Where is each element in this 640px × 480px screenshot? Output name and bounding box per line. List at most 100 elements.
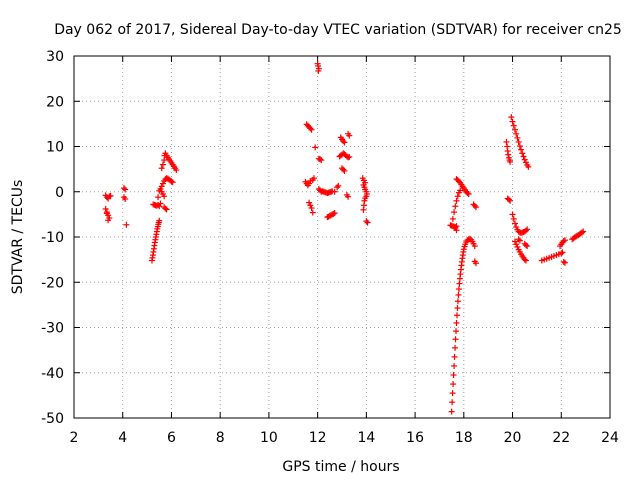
- x-tick-label: 2: [70, 430, 79, 446]
- x-tick-label: 12: [309, 430, 327, 446]
- data-point: [360, 206, 367, 213]
- data-point: [156, 217, 163, 224]
- data-point: [560, 258, 567, 265]
- data-point: [123, 221, 130, 228]
- data-point: [122, 186, 129, 193]
- data-point: [511, 126, 518, 133]
- x-axis-label: GPS time / hours: [282, 459, 399, 475]
- grid-lines: [74, 56, 610, 418]
- data-point: [308, 126, 315, 133]
- data-point: [341, 139, 348, 146]
- data-point: [455, 178, 462, 185]
- data-point: [450, 381, 457, 388]
- data-point: [161, 193, 168, 200]
- data-point: [513, 241, 520, 248]
- data-point: [454, 193, 461, 200]
- data-point: [331, 210, 338, 217]
- data-point: [520, 153, 527, 160]
- data-point: [522, 257, 529, 264]
- y-tick-label: -10: [41, 230, 64, 246]
- data-point: [122, 195, 129, 202]
- data-point: [505, 151, 512, 158]
- data-point: [508, 114, 515, 121]
- data-point: [331, 188, 338, 195]
- data-point: [345, 193, 352, 200]
- data-point: [449, 215, 456, 222]
- data-point: [454, 298, 461, 305]
- y-tick-label: -50: [41, 411, 64, 427]
- data-point: [309, 209, 316, 216]
- data-point: [448, 408, 455, 415]
- x-tick-label: 20: [504, 430, 522, 446]
- y-tick-label: 20: [46, 94, 64, 110]
- data-point: [515, 138, 522, 145]
- data-point: [308, 205, 315, 212]
- data-point: [521, 156, 528, 163]
- data-point: [453, 312, 460, 319]
- data-point: [156, 203, 163, 210]
- data-point: [318, 157, 325, 164]
- data-point: [453, 227, 460, 234]
- data-point: [559, 249, 566, 256]
- y-tick-labels: -50 -40 -30 -20 -10 0 10 20 30: [41, 49, 64, 427]
- x-tick-label: 4: [118, 430, 127, 446]
- data-point: [450, 372, 457, 379]
- data-point: [315, 67, 322, 74]
- data-point: [511, 238, 518, 245]
- data-point: [163, 206, 170, 213]
- data-point: [558, 250, 565, 257]
- data-point: [346, 153, 353, 160]
- y-tick-label: 30: [46, 49, 64, 65]
- data-point: [451, 209, 458, 216]
- data-point: [157, 200, 164, 207]
- data-point: [173, 167, 180, 174]
- data-point: [169, 179, 176, 186]
- data-point: [103, 210, 110, 217]
- data-point: [503, 138, 510, 145]
- data-point: [522, 159, 529, 166]
- data-point: [155, 194, 162, 201]
- data-point: [510, 215, 517, 222]
- chart-title: Day 062 of 2017, Sidereal Day-to-day VTE…: [54, 22, 622, 38]
- data-point: [335, 182, 342, 189]
- data-points: [102, 60, 587, 415]
- y-tick-label: 0: [55, 185, 64, 201]
- data-point: [452, 344, 459, 351]
- data-point: [105, 217, 112, 224]
- x-tick-label: 14: [357, 430, 375, 446]
- data-point: [516, 143, 523, 150]
- data-point: [452, 203, 459, 210]
- data-point: [307, 202, 314, 209]
- data-point: [560, 238, 567, 245]
- data-point: [511, 220, 518, 227]
- data-point: [451, 362, 458, 369]
- data-point: [312, 144, 319, 151]
- x-tick-label: 24: [601, 430, 619, 446]
- data-point: [157, 186, 164, 193]
- data-point: [522, 242, 529, 249]
- data-point: [341, 167, 348, 174]
- data-point: [453, 197, 460, 204]
- data-point: [107, 192, 114, 199]
- data-point: [524, 226, 531, 233]
- data-point: [363, 218, 370, 225]
- y-tick-label: -30: [41, 321, 64, 337]
- x-tick-label: 16: [406, 430, 424, 446]
- data-point: [522, 227, 529, 234]
- data-point: [465, 191, 472, 198]
- data-point: [449, 390, 456, 397]
- x-tick-label: 8: [216, 430, 225, 446]
- data-point: [514, 134, 521, 141]
- data-point: [473, 260, 479, 267]
- data-point: [505, 196, 512, 203]
- data-point: [515, 236, 522, 243]
- data-point: [509, 211, 516, 218]
- data-point: [168, 178, 175, 185]
- data-point: [340, 166, 347, 173]
- data-point: [460, 246, 467, 253]
- data-point: [513, 224, 520, 231]
- x-tick-label: 18: [455, 430, 473, 446]
- data-point: [310, 175, 317, 182]
- data-point: [306, 199, 313, 206]
- data-point: [452, 336, 459, 343]
